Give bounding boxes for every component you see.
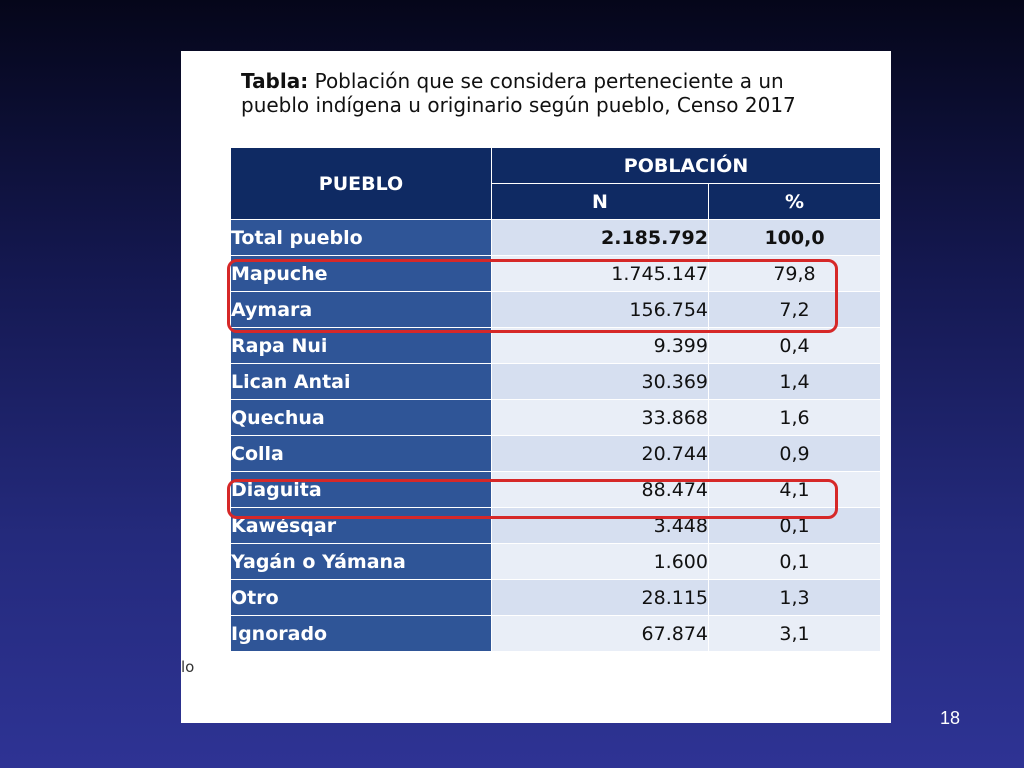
row-n: 28.115 [491,579,709,616]
row-pct: 7,2 [708,291,881,328]
row-pct: 0,1 [708,507,881,544]
table-row: Otro 28.115 1,3 [230,579,881,616]
row-name: Ignorado [230,615,492,652]
table-row: Lican Antai 30.369 1,4 [230,363,881,400]
header-poblacion: POBLACIÓN [491,147,881,184]
row-pct: 79,8 [708,255,881,292]
row-name: Mapuche [230,255,492,292]
clipped-footnote-text: lo [181,658,195,676]
caption-line1: Población que se considera perteneciente… [314,69,784,93]
table-row: Rapa Nui 9.399 0,4 [230,327,881,364]
row-pct: 1,4 [708,363,881,400]
row-name: Lican Antai [230,363,492,400]
row-name: Colla [230,435,492,472]
row-name: Otro [230,579,492,616]
row-n: 33.868 [491,399,709,436]
table-row: Diaguita 88.474 4,1 [230,471,881,508]
table-header-row: PUEBLO POBLACIÓN [230,147,881,220]
row-pct: 1,6 [708,399,881,436]
table-caption: Tabla: Población que se considera perten… [241,69,796,117]
row-pct: 0,9 [708,435,881,472]
row-n: 1.745.147 [491,255,709,292]
caption-label: Tabla: [241,69,309,93]
slide-table-image: Tabla: Población que se considera perten… [181,51,891,723]
row-n: 2.185.792 [491,219,709,256]
row-pct: 0,4 [708,327,881,364]
table-row: Colla 20.744 0,9 [230,435,881,472]
page-number: 18 [940,708,961,728]
table-subheader-row: N % [231,183,881,220]
row-pct: 0,1 [708,543,881,580]
table-row: Yagán o Yámana 1.600 0,1 [230,543,881,580]
row-n: 156.754 [491,291,709,328]
row-pct: 4,1 [708,471,881,508]
table-row: Ignorado 67.874 3,1 [230,615,881,652]
row-name: Yagán o Yámana [230,543,492,580]
header-pct: % [708,183,881,220]
row-n: 30.369 [491,363,709,400]
table-row: Mapuche 1.745.147 79,8 [230,255,881,292]
row-name: Diaguita [230,471,492,508]
row-name: Rapa Nui [230,327,492,364]
row-n: 67.874 [491,615,709,652]
table-row: Quechua 33.868 1,6 [230,399,881,436]
header-n: N [491,183,709,220]
table-row-total: Total pueblo 2.185.792 100,0 [230,219,881,256]
row-pct: 100,0 [708,219,881,256]
row-name: Quechua [230,399,492,436]
header-pueblo: PUEBLO [230,147,492,220]
row-n: 20.744 [491,435,709,472]
table-row: Aymara 156.754 7,2 [230,291,881,328]
row-name: Total pueblo [230,219,492,256]
row-n: 1.600 [491,543,709,580]
row-n: 88.474 [491,471,709,508]
table-row: Kawésqar 3.448 0,1 [230,507,881,544]
row-name: Kawésqar [230,507,492,544]
row-pct: 3,1 [708,615,881,652]
population-table: PUEBLO POBLACIÓN N % Total pueblo 2.185.… [230,147,881,652]
row-n: 3.448 [491,507,709,544]
caption-line2: pueblo indígena u originario según puebl… [241,93,796,117]
row-pct: 1,3 [708,579,881,616]
row-name: Aymara [230,291,492,328]
row-n: 9.399 [491,327,709,364]
